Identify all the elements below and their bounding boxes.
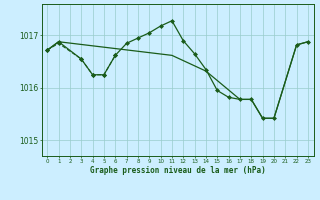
X-axis label: Graphe pression niveau de la mer (hPa): Graphe pression niveau de la mer (hPa) xyxy=(90,166,266,175)
